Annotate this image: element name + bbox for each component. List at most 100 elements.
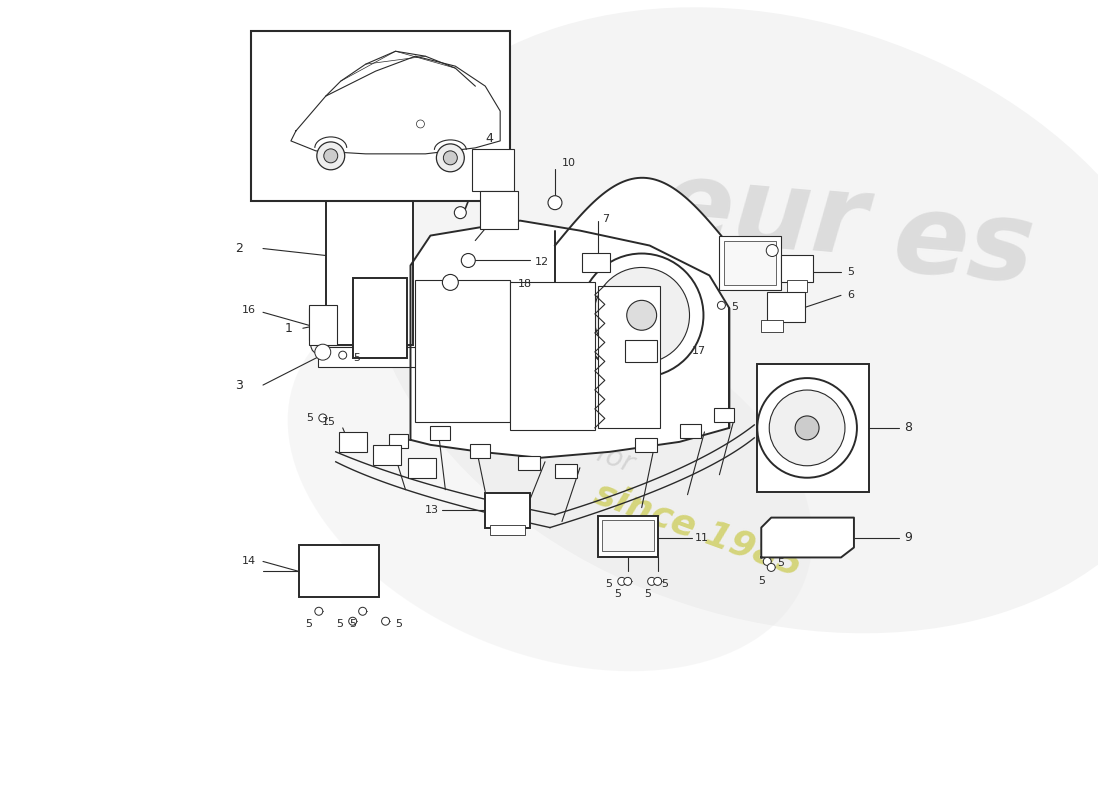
Bar [556,464,576,478]
Bar [714,408,735,422]
Bar [485,493,530,527]
Bar [582,253,609,273]
Bar [471,444,491,458]
Bar [602,519,653,551]
Circle shape [757,378,857,478]
Text: 7: 7 [602,214,609,224]
Circle shape [319,414,327,422]
Text: since 1985: since 1985 [590,476,807,583]
Circle shape [624,578,631,586]
Circle shape [763,558,771,566]
Text: 5: 5 [306,619,312,630]
Text: 13: 13 [425,505,439,514]
Bar [757,364,869,492]
Polygon shape [410,221,729,458]
Circle shape [769,390,845,466]
Bar [788,281,807,292]
Circle shape [437,144,464,172]
Circle shape [653,578,661,586]
Text: es: es [889,186,1040,305]
Bar [430,426,450,440]
Bar [309,306,337,345]
Text: 16: 16 [242,306,256,315]
Circle shape [443,151,458,165]
Ellipse shape [366,7,1100,634]
Text: 5: 5 [661,579,669,590]
Bar [388,434,408,448]
Bar [625,340,657,362]
Bar [761,320,783,332]
Bar [326,170,414,345]
Bar [491,525,525,534]
Bar [309,308,331,340]
Bar [299,546,378,598]
Bar [251,31,510,201]
Text: 5: 5 [396,619,403,630]
Circle shape [442,274,459,290]
Text: 5: 5 [614,590,622,599]
Text: 10: 10 [562,158,576,168]
Text: 5: 5 [306,413,312,423]
Bar [510,282,595,430]
Polygon shape [761,518,854,558]
Circle shape [359,607,366,615]
Circle shape [461,254,475,267]
Bar [767,292,805,322]
Circle shape [349,618,356,626]
Circle shape [618,578,626,586]
Text: 5: 5 [349,619,356,630]
Text: 14: 14 [242,557,256,566]
Text: 8: 8 [904,422,912,434]
Ellipse shape [287,288,813,671]
Text: 5: 5 [847,267,854,278]
Text: 3: 3 [235,378,243,391]
Polygon shape [290,56,500,154]
Circle shape [795,416,820,440]
Text: 5: 5 [353,353,360,363]
Text: 5: 5 [645,590,651,599]
Bar [408,458,437,478]
Bar [416,281,510,422]
Bar [472,149,514,190]
Bar [353,278,407,358]
Text: 11: 11 [694,533,708,542]
Bar [518,456,540,470]
Text: 1: 1 [285,322,293,334]
Text: a passion for: a passion for [460,391,638,478]
Text: 15: 15 [321,417,336,427]
Bar [719,235,781,290]
Circle shape [717,302,725,310]
Circle shape [594,267,690,363]
Text: 9: 9 [904,531,912,544]
Text: 18: 18 [518,279,532,290]
Bar [725,241,777,286]
Text: 5: 5 [336,619,343,630]
Text: 17: 17 [692,346,705,356]
Text: 5: 5 [758,576,764,586]
Circle shape [382,618,389,626]
Circle shape [548,196,562,210]
Bar [481,190,518,229]
Circle shape [315,607,322,615]
Text: 4: 4 [485,133,493,146]
Circle shape [339,351,346,359]
Bar [597,515,658,558]
Bar [781,254,813,282]
Text: 6: 6 [847,290,854,300]
Bar [635,438,657,452]
Circle shape [417,120,425,128]
Circle shape [580,254,704,377]
Circle shape [648,578,656,586]
Circle shape [454,206,466,218]
Text: 5: 5 [605,579,612,590]
Text: 5: 5 [732,302,738,312]
Circle shape [767,245,778,257]
Text: 12: 12 [535,258,549,267]
Circle shape [627,300,657,330]
Text: 2: 2 [235,242,243,255]
Bar [597,286,660,428]
Text: eur: eur [654,154,872,278]
Bar [318,347,421,367]
Text: 5: 5 [778,558,784,569]
Circle shape [767,563,775,571]
